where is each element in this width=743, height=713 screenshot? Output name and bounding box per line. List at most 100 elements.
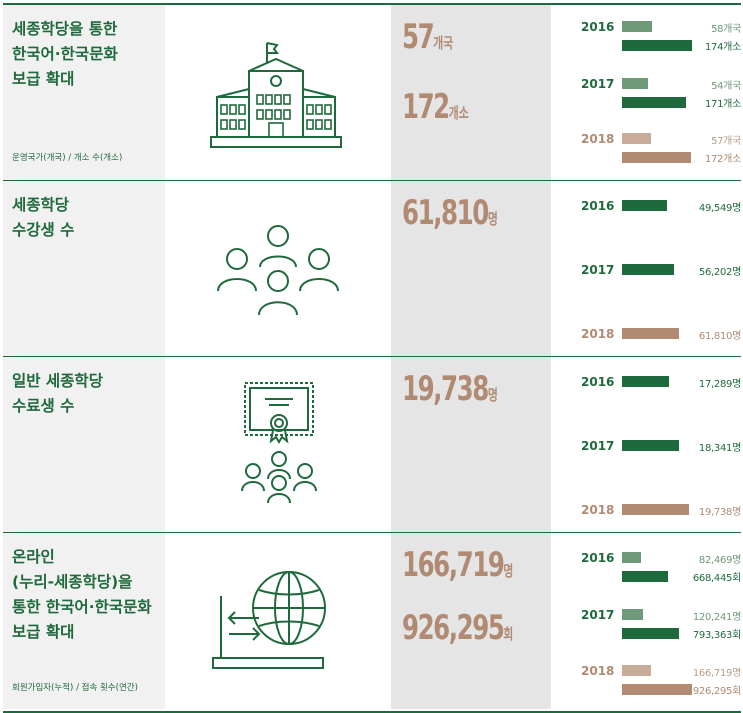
bar-value: 82,469명 [698, 555, 741, 566]
certificate-graduates-icon [239, 379, 319, 515]
bar-2017 [622, 264, 674, 275]
row-icon-cell [165, 181, 391, 356]
figure-value: 926,295 [402, 608, 505, 648]
people-group-icon [215, 223, 341, 319]
bar-2016-secondary [622, 40, 692, 51]
row-title: 일반 세종학당 수료생 수 [12, 369, 103, 419]
figure-primary: 61,810명 [402, 196, 498, 230]
title-line: 한국어·한국문화 [12, 45, 118, 63]
row-mini-chart: 2016 82,469명 668,445회 2017 120,241명 793,… [551, 533, 741, 709]
row-graduates: 일반 세종학당 수료생 수 [3, 357, 741, 533]
row-mini-chart: 2016 17,289명 2017 18,341명 2018 19,738명 [551, 357, 741, 532]
row-label-cell: 일반 세종학당 수료생 수 [3, 357, 165, 532]
bar-value: 56,202명 [698, 267, 741, 278]
figure-value: 166,719 [402, 545, 505, 585]
bar-2016-primary [622, 21, 652, 32]
bar-value: 54개국 [711, 81, 741, 92]
bar-2017-secondary [622, 97, 686, 108]
year-label: 2016 [581, 375, 615, 389]
bar-2016-secondary [622, 571, 668, 582]
figure-unit: 회 [503, 625, 514, 643]
bar-2017-secondary [622, 628, 679, 639]
title-line: 일반 세종학당 [12, 372, 103, 390]
year-label: 2018 [581, 664, 615, 678]
row-enrolled-students: 세종학당 수강생 수 61,810명 2016 [3, 181, 741, 357]
row-figure-cell: 57개국 172개소 [391, 5, 551, 180]
row-title: 세종학당 수강생 수 [12, 193, 74, 243]
year-label: 2017 [581, 77, 615, 91]
bar-value: 166,719명 [692, 668, 741, 679]
bar-value: 57개국 [711, 136, 741, 147]
infographic-table: 세종학당을 통한 한국어·한국문화 보급 확대 운영국가(개국) / 개소 수(… [3, 3, 741, 713]
title-line: (누리-세종학당)을 [12, 573, 133, 591]
row-figure-cell: 19,738명 [391, 357, 551, 532]
title-line: 수강생 수 [12, 221, 75, 239]
year-label: 2016 [581, 199, 615, 213]
laptop-globe-icon [211, 566, 331, 678]
title-line: 보급 확대 [12, 623, 75, 641]
figure-unit: 개소 [448, 104, 469, 122]
bar-value: 61,810명 [698, 331, 741, 342]
figure-value: 19,738 [402, 369, 489, 409]
bar-value: 171개소 [705, 99, 741, 110]
bar-value: 19,738명 [698, 507, 741, 518]
row-note: 회원가입자(누적) / 접속 횟수(연간) [12, 683, 138, 693]
figure-unit: 명 [487, 210, 498, 228]
bar-2018 [622, 328, 679, 339]
year-label: 2018 [581, 132, 615, 146]
figure-secondary: 926,295회 [402, 611, 513, 645]
row-icon-cell [165, 357, 391, 532]
title-line: 통한 한국어·한국문화 [12, 598, 152, 616]
row-note: 운영국가(개국) / 개소 수(개소) [12, 153, 123, 163]
row-online-nuri-sejong: 온라인 (누리-세종학당)을 통한 한국어·한국문화 보급 확대 회원가입자(누… [3, 533, 741, 709]
bar-2017-primary [622, 609, 643, 620]
bar-value: 120,241명 [692, 612, 741, 623]
figure-primary: 166,719명 [402, 548, 513, 582]
row-label-cell: 온라인 (누리-세종학당)을 통한 한국어·한국문화 보급 확대 회원가입자(누… [3, 533, 165, 709]
figure-value: 61,810 [402, 193, 489, 233]
row-sejong-institutes: 세종학당을 통한 한국어·한국문화 보급 확대 운영국가(개국) / 개소 수(… [3, 5, 741, 181]
row-figure-cell: 166,719명 926,295회 [391, 533, 551, 709]
row-icon-cell [165, 533, 391, 709]
bar-value: 172개소 [705, 154, 741, 165]
bar-2018-primary [622, 665, 651, 676]
row-title: 세종학당을 통한 한국어·한국문화 보급 확대 [12, 17, 118, 92]
row-figure-cell: 61,810명 [391, 181, 551, 356]
bar-2018 [622, 504, 689, 515]
title-line: 온라인 [12, 548, 55, 566]
bar-2017 [622, 440, 679, 451]
figure-unit: 개국 [433, 34, 454, 52]
title-line: 세종학당 [12, 196, 70, 214]
figure-secondary: 172개소 [402, 90, 469, 124]
bar-value: 793,363회 [692, 630, 741, 641]
bar-2016 [622, 200, 667, 211]
year-label: 2017 [581, 439, 615, 453]
figure-value: 172 [402, 87, 450, 127]
bar-2016 [622, 376, 669, 387]
bar-value: 49,549명 [698, 203, 741, 214]
bar-2016-primary [622, 552, 641, 563]
bar-2018-secondary [622, 152, 691, 163]
bar-value: 58개국 [711, 24, 741, 35]
year-label: 2017 [581, 608, 615, 622]
row-icon-cell [165, 5, 391, 180]
row-label-cell: 세종학당 수강생 수 [3, 181, 165, 356]
year-label: 2018 [581, 503, 615, 517]
bar-2018-primary [622, 133, 651, 144]
year-label: 2016 [581, 20, 615, 34]
figure-value: 57 [402, 17, 435, 57]
bar-2018-secondary [622, 684, 692, 695]
title-line: 세종학당을 통한 [12, 20, 118, 38]
year-label: 2018 [581, 327, 615, 341]
figure-unit: 명 [503, 562, 514, 580]
bar-value: 17,289명 [698, 379, 741, 390]
bar-value: 174개소 [705, 42, 741, 53]
year-label: 2017 [581, 263, 615, 277]
bar-2017-primary [622, 78, 648, 89]
row-mini-chart: 2016 58개국 174개소 2017 54개국 171개소 2018 57개… [551, 5, 741, 180]
figure-primary: 19,738명 [402, 372, 498, 406]
row-title: 온라인 (누리-세종학당)을 통한 한국어·한국문화 보급 확대 [12, 545, 152, 645]
bar-value: 926,295회 [692, 686, 741, 697]
bar-value: 668,445회 [692, 573, 741, 584]
row-label-cell: 세종학당을 통한 한국어·한국문화 보급 확대 운영국가(개국) / 개소 수(… [3, 5, 165, 180]
